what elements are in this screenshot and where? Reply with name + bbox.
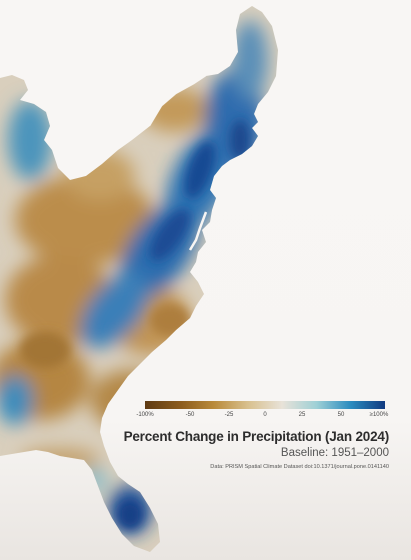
legend-label: 0: [263, 412, 267, 418]
data-source: Data: PRISM Spatial Climate Dataset doi:…: [210, 464, 389, 470]
color-legend: -100% -50 -25 0 25 50 ≥100%: [136, 401, 388, 424]
legend-label: -25: [224, 412, 234, 418]
legend-label: 50: [337, 412, 345, 418]
map-subtitle: Baseline: 1951–2000: [280, 447, 389, 459]
legend-label: 25: [298, 412, 306, 418]
coastline: [149, 75, 207, 127]
legend-label: ≥100%: [369, 412, 389, 418]
map-title: Percent Change in Precipitation (Jan 202…: [123, 429, 390, 444]
legend-label: -100%: [136, 412, 154, 418]
legend-label: -50: [185, 412, 195, 418]
legend-color-bar: [145, 401, 385, 409]
chesapeake-bay: [188, 211, 208, 251]
legend-labels: -100% -50 -25 0 25 50 ≥100%: [136, 412, 388, 424]
